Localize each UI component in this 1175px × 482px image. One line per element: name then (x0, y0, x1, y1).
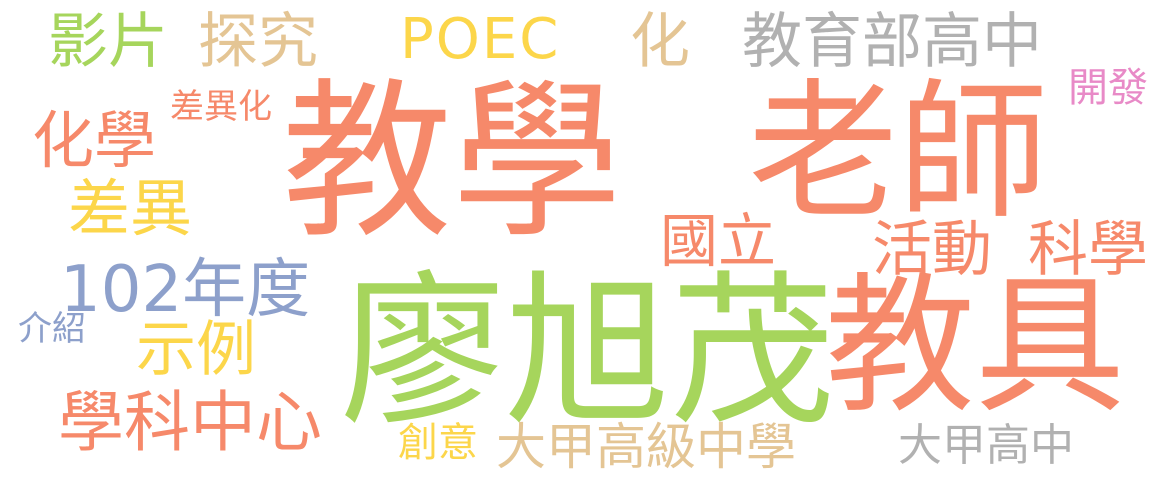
word-huodong: 活動 (872, 215, 992, 285)
word-jieshao: 介紹 (18, 309, 86, 349)
word-xueke-zhongxin: 學科中心 (58, 384, 322, 461)
word-huaxue: 化學 (32, 104, 157, 177)
word-shili: 示例 (136, 315, 256, 385)
word-laoshi: 老師 (748, 66, 1049, 240)
word-jiaoyubu-gaozhong: 教育部高中 (742, 7, 1042, 77)
word-kexue: 科學 (1028, 215, 1148, 285)
word-chayihua: 差異化 (170, 87, 272, 127)
word-liaoxumao: 廖旭茂 (340, 256, 835, 448)
word-102-niandu: 102年度 (60, 253, 311, 327)
word-kaifa: 開發 (1068, 65, 1148, 111)
word-jiaoxue: 教學 (282, 64, 623, 262)
word-chayi: 差異 (68, 172, 193, 245)
word-poec: POEC (400, 7, 561, 72)
word-jiaoju: 教具 (825, 260, 1126, 434)
word-guoli: 國立 (660, 207, 777, 275)
word-yingpian: 影片 (48, 7, 168, 77)
word-dajia-gaozhong: 大甲高中 (898, 420, 1074, 471)
word-dajia-gaoji-zhongxue: 大甲高級中學 (496, 418, 796, 476)
word-chuangyi: 創意 (398, 420, 478, 466)
word-tanjiu: 探究 (198, 7, 318, 77)
word-hua: 化 (630, 7, 690, 77)
